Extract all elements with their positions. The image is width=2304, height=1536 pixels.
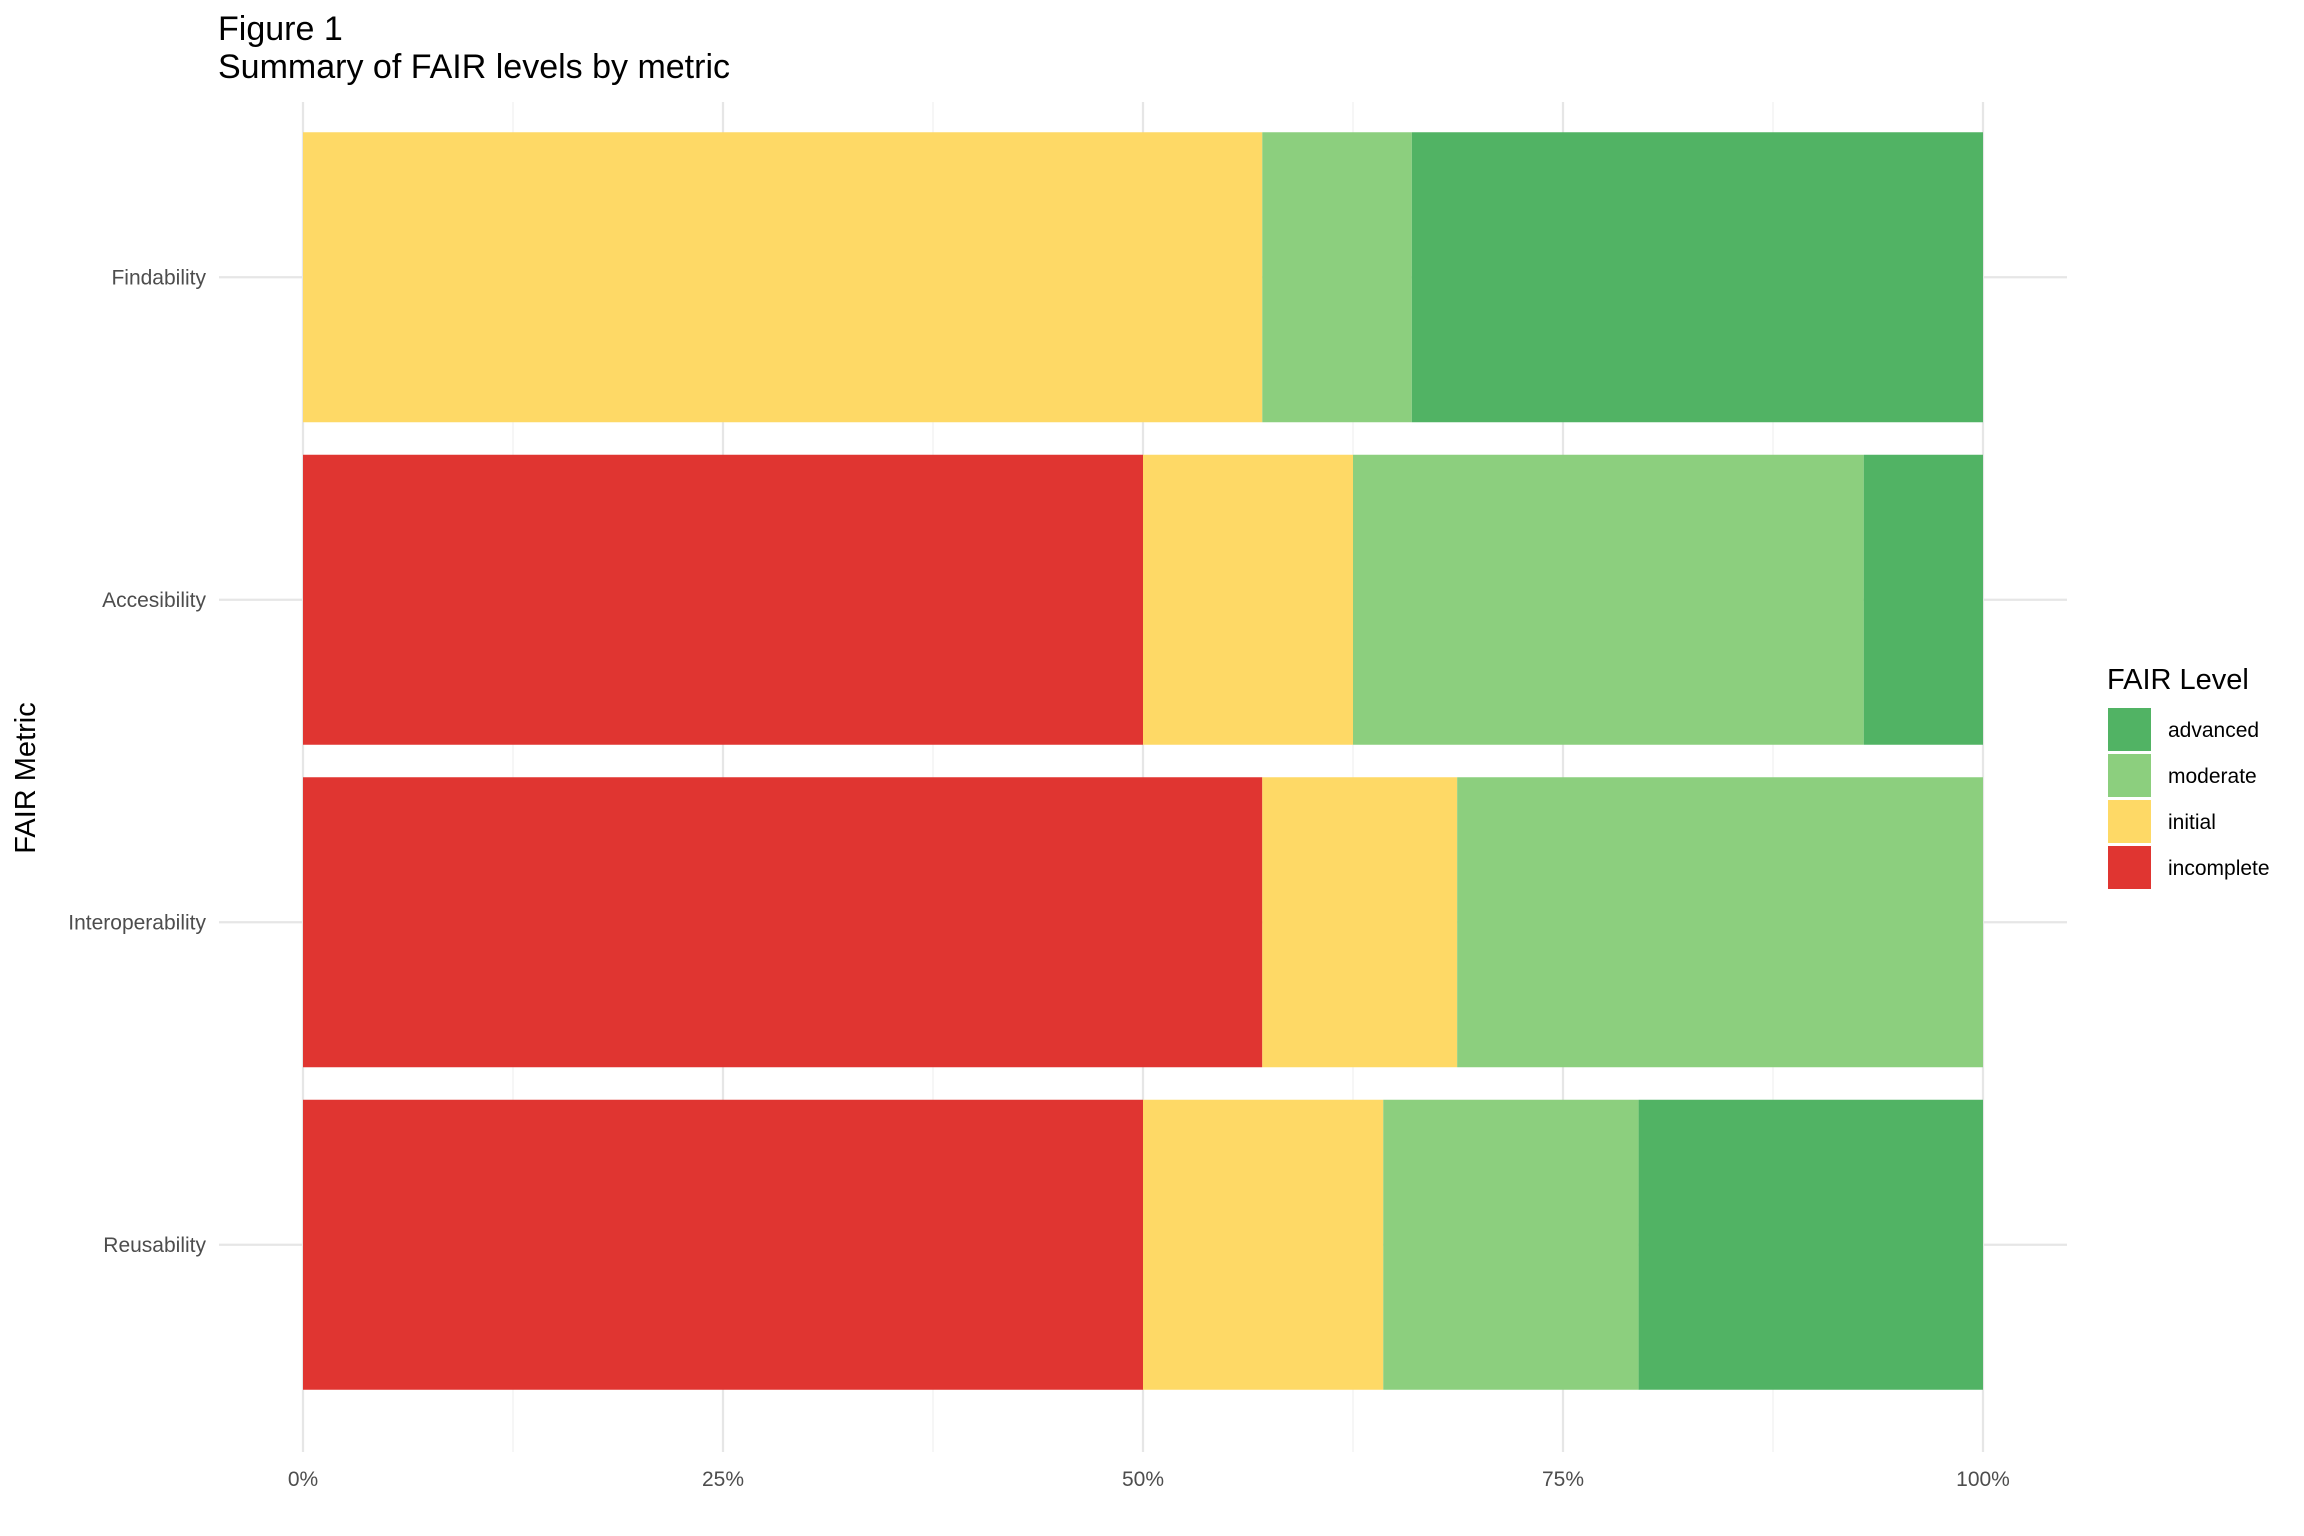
bar-accesibility-incomplete <box>303 454 1143 745</box>
x-axis-tick-labels: 0% 25% 50% 75% 100% <box>288 1468 2010 1491</box>
bar-accesibility-initial <box>1143 454 1353 745</box>
chart-title: Figure 1 <box>218 10 343 48</box>
bar-interoperability-initial <box>1262 777 1458 1068</box>
y-axis-tick-labels: Findability Accesibility Interoperability R… <box>68 266 206 1257</box>
legend-key-moderate <box>2108 754 2151 797</box>
y-tick-label-accesibility: Accesibility <box>102 589 206 612</box>
bar-findability-initial <box>303 132 1263 423</box>
legend-items: advanced moderate initial incomplete <box>2108 708 2270 889</box>
chart-subtitle: Summary of FAIR levels by metric <box>218 48 730 86</box>
x-tick-label: 50% <box>1122 1468 1164 1491</box>
bar-interoperability-moderate <box>1457 777 1983 1068</box>
legend-label-advanced: advanced <box>2168 719 2259 742</box>
x-tick-label: 25% <box>702 1468 744 1491</box>
x-tick-label: 75% <box>1542 1468 1584 1491</box>
bar-interoperability-incomplete <box>303 777 1263 1068</box>
bars <box>303 132 1983 1390</box>
legend: FAIR Level advanced moderate initial incomp… <box>2107 664 2270 889</box>
bar-reusability-incomplete <box>303 1099 1143 1390</box>
bar-reusability-moderate <box>1383 1099 1639 1390</box>
legend-label-initial: initial <box>2168 811 2216 834</box>
legend-key-advanced <box>2108 708 2151 751</box>
y-tick-label-reusability: Reusability <box>103 1234 206 1257</box>
bar-findability-moderate <box>1262 132 1412 423</box>
legend-key-incomplete <box>2108 846 2151 889</box>
x-tick-label: 100% <box>1956 1468 2010 1491</box>
y-tick-label-interoperability: Interoperability <box>68 911 206 934</box>
legend-label-moderate: moderate <box>2168 765 2257 788</box>
bar-accesibility-moderate <box>1353 454 1864 745</box>
x-tick-label: 0% <box>288 1468 318 1491</box>
bar-reusability-initial <box>1143 1099 1384 1390</box>
bar-accesibility-advanced <box>1863 454 1983 745</box>
bar-findability-advanced <box>1411 132 1983 423</box>
bar-reusability-advanced <box>1638 1099 1983 1390</box>
legend-label-incomplete: incomplete <box>2168 857 2270 880</box>
legend-title: FAIR Level <box>2107 664 2249 696</box>
legend-key-initial <box>2108 800 2151 843</box>
y-axis-title: FAIR Metric <box>10 702 42 853</box>
y-tick-label-findability: Findability <box>111 266 206 289</box>
